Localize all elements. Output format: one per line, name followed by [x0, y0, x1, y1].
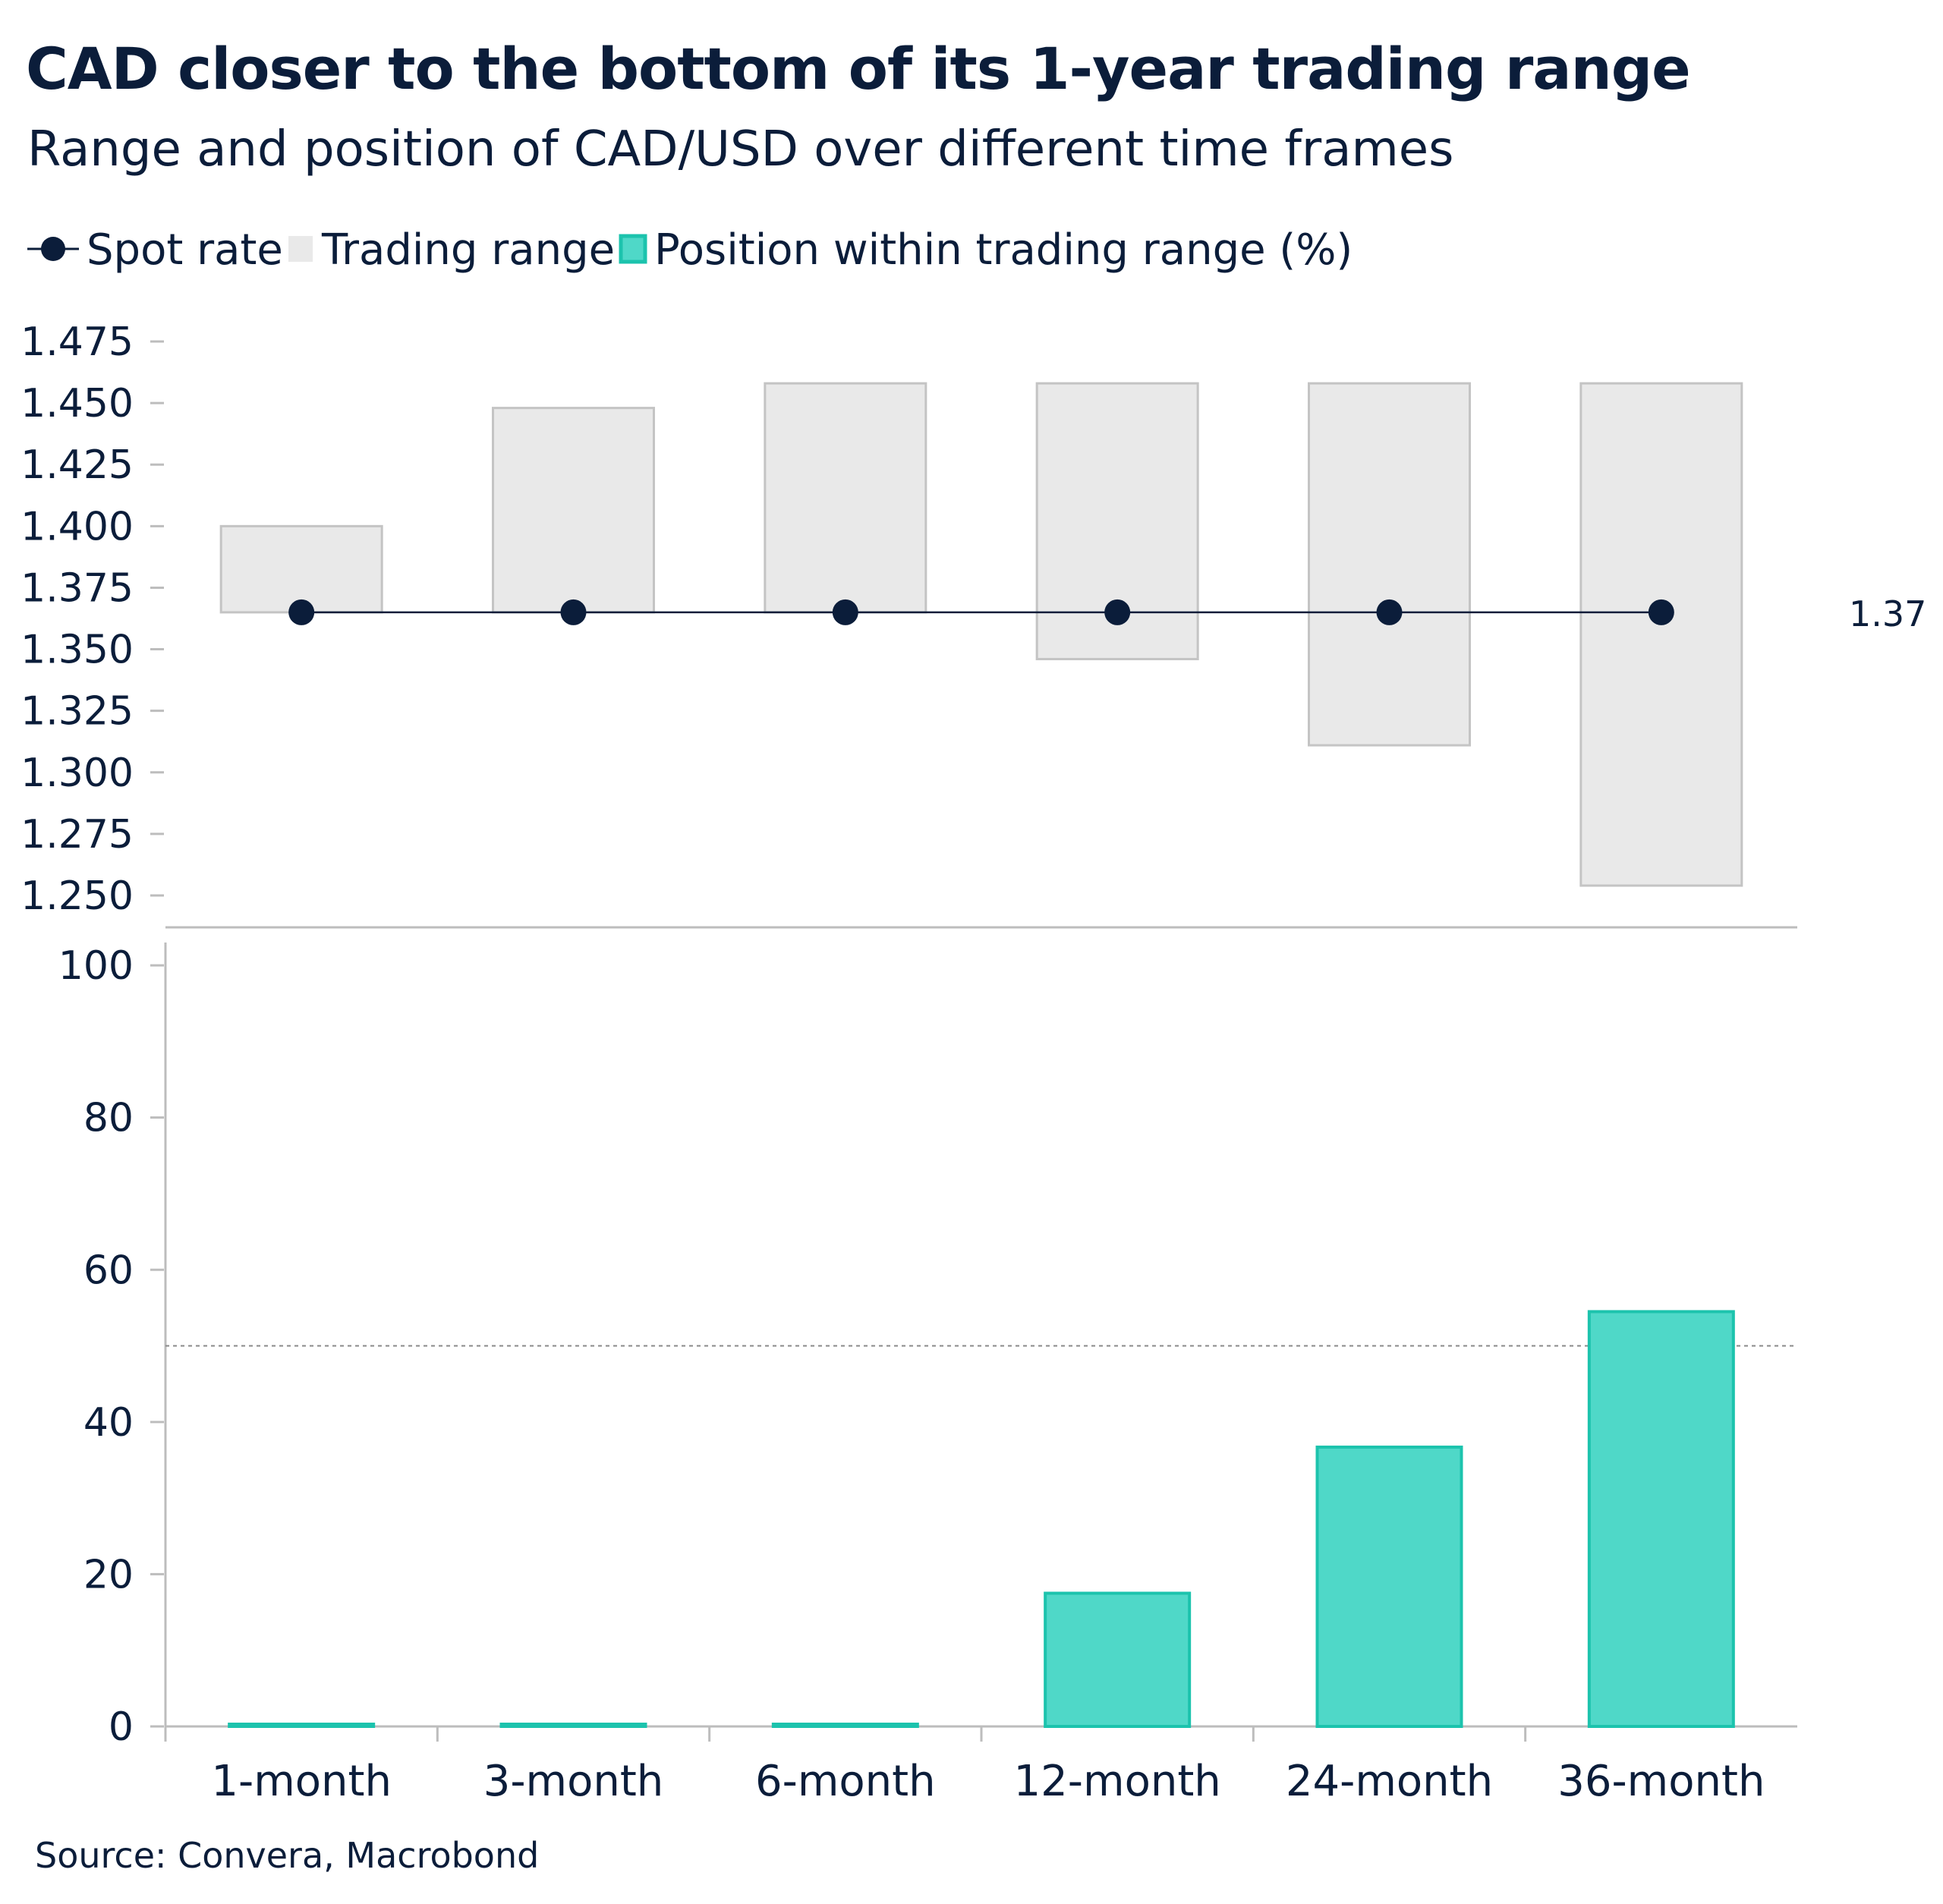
trading-range-bar	[1308, 382, 1471, 747]
legend-range-label: Trading range	[321, 225, 615, 275]
x-axis-category-label: 3-month	[483, 1757, 664, 1806]
spot-rate-point	[288, 599, 315, 625]
trading-range-bars	[219, 382, 1743, 887]
trading-range-panel: 1.475 1.450 1.425 1.400 1.375 1.350 1.325 1.300…	[20, 319, 1926, 919]
legend-spot-label: Spot rate	[87, 225, 283, 275]
legend-item-trading-range: Trading range	[288, 225, 615, 275]
legend: Spot rate Trading range Position within …	[27, 225, 1353, 275]
position-y-tick-label: 60	[83, 1248, 134, 1293]
spot-rate-point	[1104, 599, 1131, 625]
spot-rate-points	[288, 599, 1674, 625]
chart-subtitle: Range and position of CAD/USD over diffe…	[27, 121, 1454, 178]
range-y-tick-label: 1.350	[20, 628, 134, 673]
range-y-tick-label: 1.450	[20, 381, 134, 426]
category-x-axis: 1-month 3-month 6-month 12-month 24-month 36-…	[164, 1726, 1765, 1806]
position-bar	[1315, 1445, 1463, 1728]
range-y-tick-label: 1.250	[20, 873, 134, 919]
legend-position-label: Position within trading range (%)	[654, 225, 1353, 275]
legend-range-swatch-icon	[288, 236, 313, 262]
position-y-tick-label: 40	[83, 1400, 134, 1446]
position-bar	[1587, 1310, 1735, 1728]
x-axis-category-label: 1-month	[211, 1757, 392, 1806]
range-y-tick-label: 1.275	[20, 812, 134, 858]
legend-item-spot-rate: Spot rate	[27, 225, 283, 275]
source-note: Source: Convera, Macrobond	[35, 1835, 540, 1876]
x-axis-category-label: 12-month	[1014, 1757, 1221, 1806]
range-y-tick-label: 1.425	[20, 442, 134, 488]
position-bars	[228, 1310, 1735, 1728]
position-y-tick-label: 80	[83, 1096, 134, 1141]
trading-range-bar	[1579, 382, 1743, 887]
trading-range-bar	[492, 407, 655, 614]
position-y-tick-label: 0	[109, 1704, 134, 1750]
position-y-tick-label: 100	[58, 943, 134, 989]
legend-spot-marker-icon	[41, 237, 65, 261]
legend-position-swatch-icon	[619, 234, 647, 264]
trading-range-y-axis: 1.475 1.450 1.425 1.400 1.375 1.350 1.325 1.300…	[20, 319, 164, 919]
range-y-tick-label: 1.375	[20, 565, 134, 611]
spot-rate-point	[832, 599, 858, 625]
position-bar	[499, 1723, 647, 1728]
position-y-tick-label: 20	[83, 1552, 134, 1597]
range-y-tick-label: 1.475	[20, 319, 134, 365]
range-y-tick-label: 1.300	[20, 751, 134, 796]
position-bar	[228, 1723, 376, 1728]
legend-item-position: Position within trading range (%)	[619, 225, 1353, 275]
x-axis-category-label: 24-month	[1286, 1757, 1493, 1806]
range-y-tick-label: 1.325	[20, 689, 134, 735]
position-panel: 100 80 60 40 20 0 1-month 3-month 6-month 12-mon…	[58, 943, 1797, 1806]
position-bar	[1044, 1591, 1192, 1728]
trading-range-bar	[219, 524, 383, 614]
trading-range-bar	[764, 382, 927, 614]
position-y-axis: 100 80 60 40 20 0	[58, 943, 164, 1750]
x-axis-category-label: 6-month	[755, 1757, 936, 1806]
spot-rate-point	[1376, 599, 1403, 625]
position-bar	[771, 1723, 919, 1728]
spot-rate-value-label: 1.37	[1849, 593, 1926, 634]
x-axis-category-label: 36-month	[1557, 1757, 1765, 1806]
range-y-tick-label: 1.400	[20, 504, 134, 549]
spot-rate-point	[560, 599, 587, 625]
chart-title: CAD closer to the bottom of its 1-year t…	[26, 35, 1691, 102]
spot-rate-point	[1648, 599, 1674, 625]
